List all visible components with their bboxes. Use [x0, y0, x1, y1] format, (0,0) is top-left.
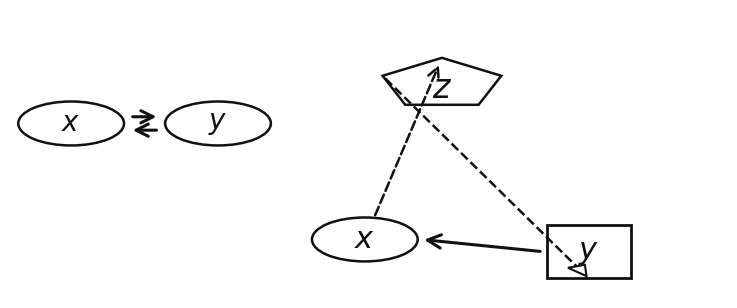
- Circle shape: [18, 102, 124, 145]
- Polygon shape: [383, 58, 501, 105]
- FancyBboxPatch shape: [547, 225, 631, 278]
- Text: $\mathit{y}$: $\mathit{y}$: [579, 236, 599, 267]
- Circle shape: [165, 102, 271, 145]
- Text: $\mathit{z}$: $\mathit{z}$: [432, 72, 452, 105]
- Text: $\mathit{x}$: $\mathit{x}$: [354, 224, 375, 255]
- Circle shape: [312, 217, 418, 261]
- Text: $\mathit{y}$: $\mathit{y}$: [209, 110, 228, 137]
- Text: $\mathit{x}$: $\mathit{x}$: [61, 110, 81, 137]
- Polygon shape: [568, 265, 587, 276]
